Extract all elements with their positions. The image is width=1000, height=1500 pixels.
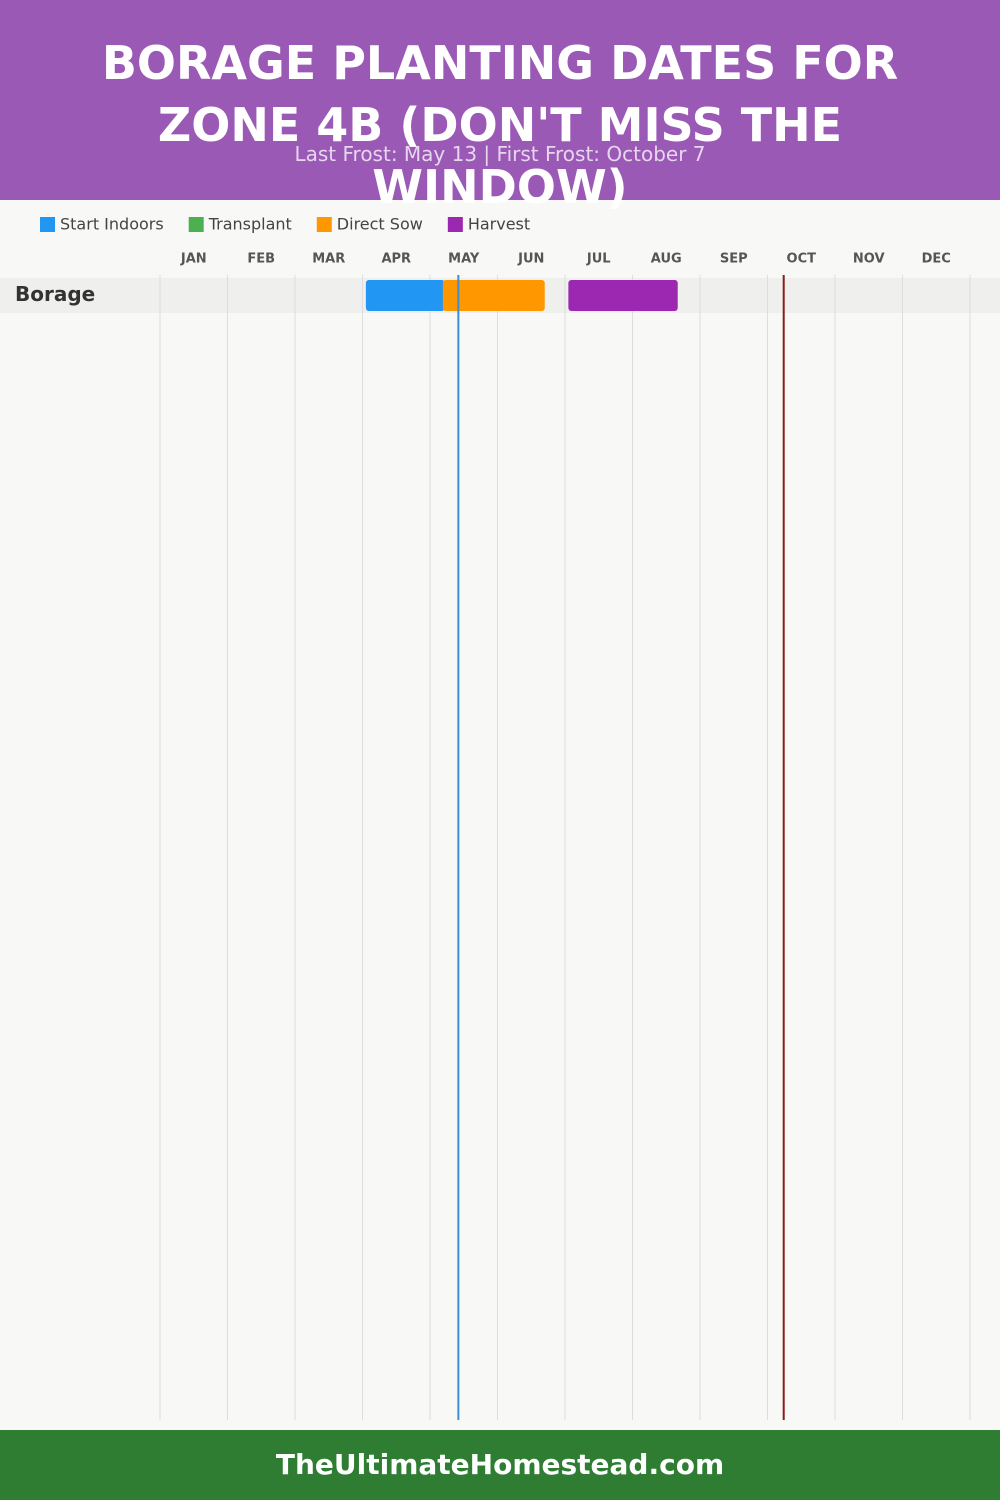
x-tick-label: JUN: [517, 252, 544, 267]
x-tick-label: MAR: [312, 252, 345, 267]
header: [0, 0, 1000, 200]
x-tick-label: AUG: [651, 252, 682, 267]
x-tick-label: OCT: [787, 252, 817, 267]
legend-label: Start Indoors: [60, 215, 164, 234]
x-tick-label: MAY: [448, 252, 480, 267]
x-tick-label: NOV: [853, 252, 885, 267]
x-tick-label: SEP: [720, 252, 748, 267]
chart-title: BORAGE PLANTING DATES FOR ZONE 4B (DON'T…: [101, 36, 899, 214]
chart-subtitle: Last Frost: May 13 | First Frost: Octobe…: [294, 142, 706, 166]
footer: TheUltimateHomestead.com: [0, 1430, 1000, 1500]
legend-label: Transplant: [208, 215, 292, 234]
row-label: Borage: [15, 282, 95, 306]
legend-label: Harvest: [468, 215, 530, 234]
x-tick-label: APR: [381, 252, 411, 267]
legend-swatch: [316, 217, 332, 232]
legend-swatch: [40, 217, 55, 232]
legend-label: Direct Sow: [337, 215, 423, 234]
x-tick-label: FEB: [247, 252, 275, 267]
bar: [365, 280, 445, 311]
legend-swatch: [447, 217, 463, 232]
x-tick-label: JUL: [586, 252, 611, 267]
x-tick-label: DEC: [922, 252, 951, 267]
bar: [442, 280, 545, 311]
x-tick-label: JAN: [180, 252, 207, 267]
legend-swatch: [188, 217, 204, 232]
chart: JAN FEB MAR APR MAY JUN JUL AUG SEP OCT NOV DEC Star…: [0, 215, 1000, 1420]
bar: [568, 280, 678, 311]
